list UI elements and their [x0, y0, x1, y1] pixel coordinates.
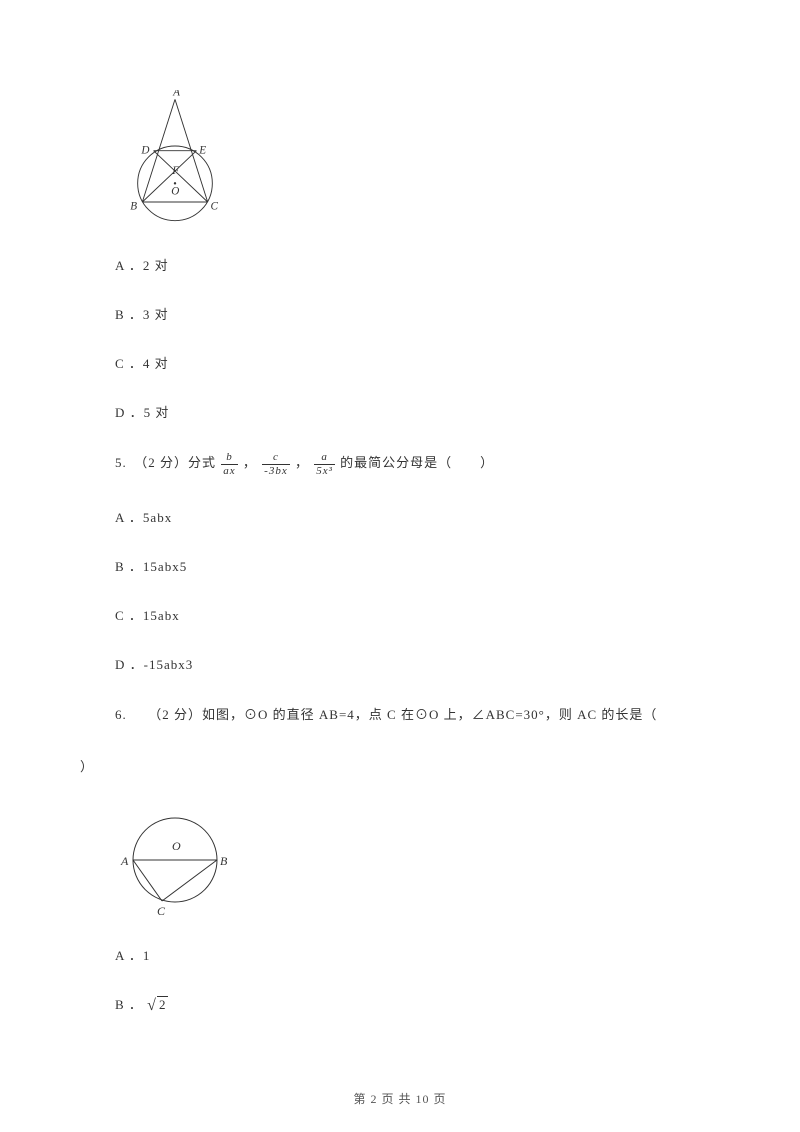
page-footer: 第 2 页 共 10 页 — [0, 1090, 800, 1107]
q5-stem: 5. （2 分）分式 b ax ， c -3bx ， a 5x³ 的最简公分母是… — [115, 451, 720, 477]
radical-icon: √ — [147, 997, 157, 1014]
q6-stem: 6. （2 分）如图，⊙O 的直径 AB=4，点 C 在⊙O 上，∠ABC=30… — [115, 703, 720, 726]
q5-frac3: a 5x³ — [314, 452, 335, 477]
q4-option-d: D ．5 对 — [115, 402, 720, 421]
svg-text:O: O — [172, 839, 181, 853]
q4-svg: A D E B C FO — [115, 90, 235, 230]
q6-optb-sqrt: √2 — [147, 997, 168, 1015]
q5-option-d: D ．-15abx3 — [115, 654, 720, 673]
q5-f3-num: a — [314, 452, 335, 464]
q5-suffix: 的最简公分母是（ ） — [340, 455, 494, 470]
q6-option-a: A ．1 — [115, 945, 720, 964]
q6-optb-prefix: B ． — [115, 997, 143, 1012]
q5-frac2: c -3bx — [262, 452, 290, 477]
q5-f2-den: -3bx — [262, 464, 290, 477]
svg-text:O: O — [171, 186, 179, 198]
svg-text:A: A — [172, 90, 180, 99]
q5-f1-den: ax — [221, 464, 237, 477]
q4-option-b: B ．3 对 — [115, 304, 720, 323]
q5-sep2: ， — [295, 455, 309, 470]
q5-f2-num: c — [262, 452, 290, 464]
q5-frac1: b ax — [221, 452, 237, 477]
q4-option-c: C ．4 对 — [115, 353, 720, 372]
svg-text:E: E — [198, 144, 206, 156]
q4-option-a: A ．2 对 — [115, 255, 720, 274]
q6-svg: A B C O — [115, 805, 235, 920]
q5-option-a: A ．5abx — [115, 507, 720, 526]
q5-prefix: 5. （2 分）分式 — [115, 455, 216, 470]
q6-optb-radicand: 2 — [157, 996, 169, 1013]
q5-option-c: C ．15abx — [115, 605, 720, 624]
svg-text:D: D — [140, 144, 149, 156]
svg-text:C: C — [210, 200, 218, 212]
svg-text:C: C — [157, 904, 166, 918]
svg-text:B: B — [220, 854, 228, 868]
q6-option-b: B ． √2 — [115, 994, 720, 1015]
q5-sep1: ， — [243, 455, 257, 470]
q4-figure: A D E B C FO — [115, 90, 720, 230]
svg-text:B: B — [130, 200, 137, 212]
q5-option-b: B ．15abx5 — [115, 556, 720, 575]
q6-figure: A B C O — [115, 805, 720, 920]
q5-f1-num: b — [221, 452, 237, 464]
q5-f3-den: 5x³ — [314, 464, 335, 477]
svg-text:A: A — [120, 854, 129, 868]
svg-text:F: F — [171, 165, 179, 177]
q6-stem-close: ） — [80, 756, 720, 775]
